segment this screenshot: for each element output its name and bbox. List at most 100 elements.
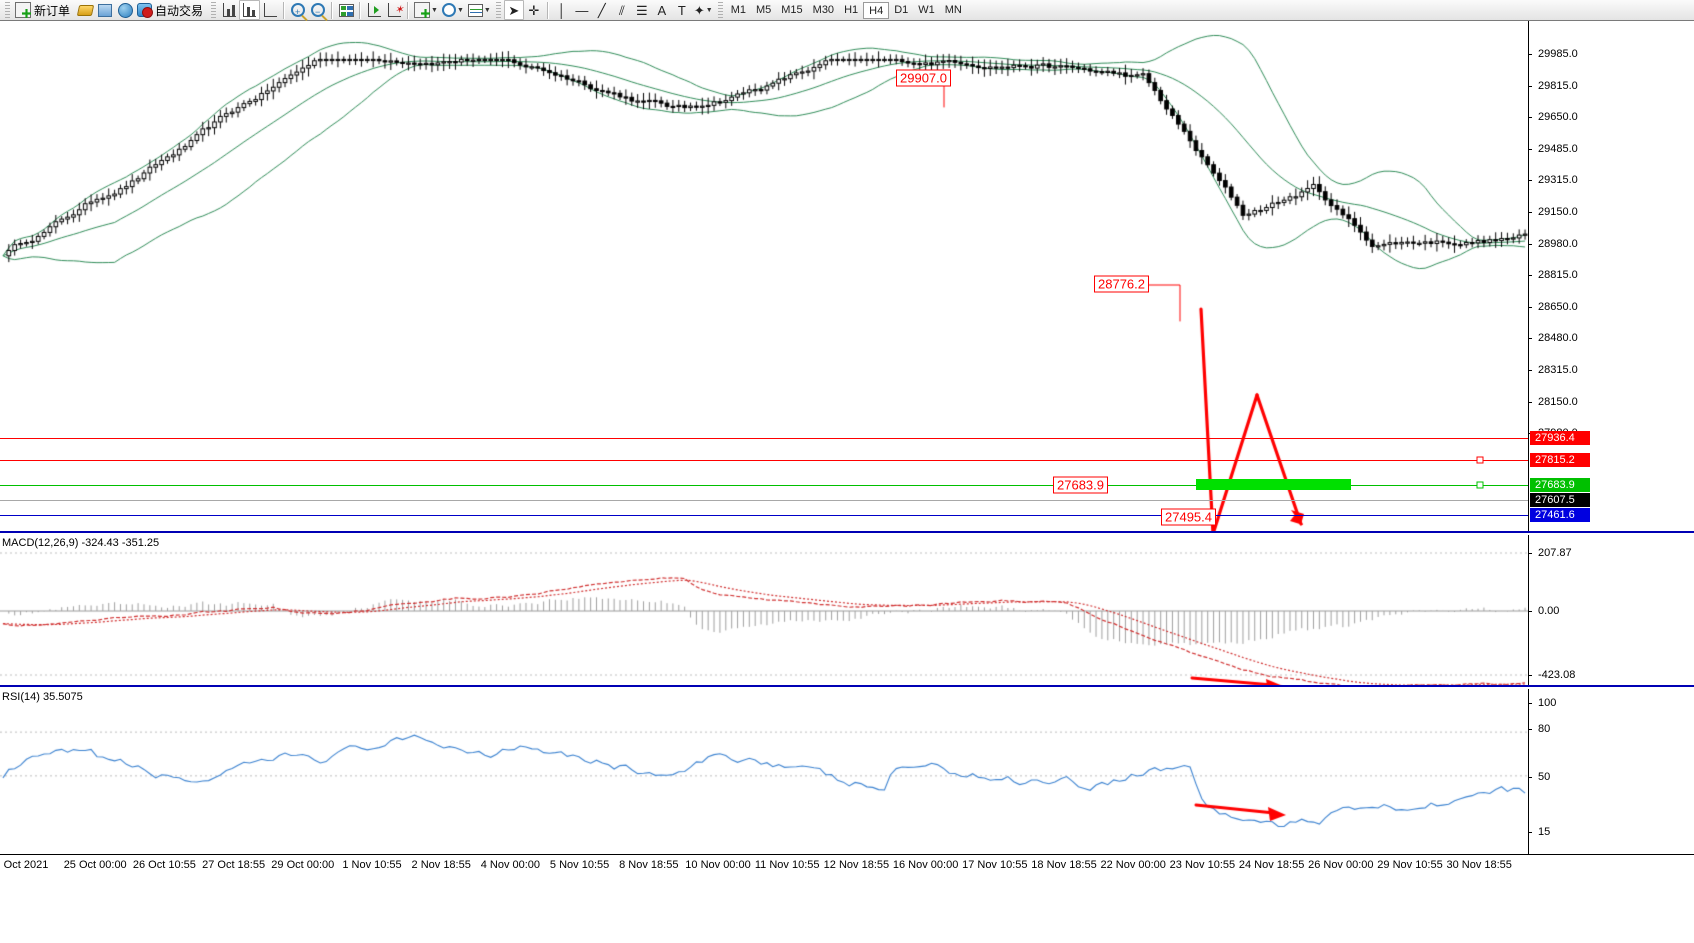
blue-level-line-1[interactable] bbox=[0, 515, 1528, 516]
chevron-down-icon-4[interactable]: ▼ bbox=[705, 6, 713, 14]
price-tick: 28150.0 bbox=[1528, 396, 1694, 408]
cursor-tool-button[interactable]: ➤ bbox=[503, 0, 524, 20]
timeframe-mn-button[interactable]: MN bbox=[944, 3, 962, 16]
chart-shift-button[interactable] bbox=[364, 0, 384, 20]
time-tick: 5 Nov 10:55 bbox=[549, 859, 610, 871]
text-tool-button[interactable]: A bbox=[652, 0, 672, 20]
price-tick: 29485.0 bbox=[1528, 143, 1694, 155]
chevron-down-icon-2[interactable]: ▼ bbox=[456, 6, 464, 14]
time-tick: 26 Oct 10:55 bbox=[132, 859, 196, 871]
candlestick-chart-button[interactable] bbox=[239, 0, 261, 20]
support-zone-highlight[interactable] bbox=[1196, 479, 1351, 490]
toolbar-grip-2[interactable] bbox=[211, 1, 217, 19]
time-tick: 18 Nov 18:55 bbox=[1031, 859, 1097, 871]
timeframe-d1-button[interactable]: D1 bbox=[894, 3, 909, 16]
horizontal-line-button[interactable]: — bbox=[572, 0, 592, 20]
zoom-out-button[interactable]: − bbox=[308, 0, 328, 20]
macd-tick: -423.08 bbox=[1528, 669, 1694, 681]
timeframe-m15-button[interactable]: M15 bbox=[781, 3, 803, 16]
price-axis[interactable]: 29985.0 29815.0 29650.0 29485.0 29315.0 29150… bbox=[1528, 21, 1694, 549]
fibonacci-button[interactable]: ☰ bbox=[632, 0, 652, 20]
time-axis[interactable]: Oct 2021 25 Oct 00:00 26 Oct 10:55 27 Oct 1… bbox=[0, 854, 1694, 875]
rsi-pane[interactable]: RSI(14) 35.5075 100 80 50 15 Oct 2021 25 Oct… bbox=[0, 689, 1694, 875]
crosshair-icon: ✛ bbox=[528, 2, 540, 18]
annotation-swing-high-1[interactable]: 29907.0 bbox=[896, 69, 951, 87]
price-badge-level[interactable]: 27461.6 bbox=[1530, 508, 1590, 522]
rsi-axis: 100 80 50 15 bbox=[1528, 689, 1694, 875]
toolbar-grip-3[interactable] bbox=[495, 1, 501, 19]
macd-label: MACD(12,26,9) -324.43 -351.25 bbox=[2, 537, 160, 549]
text-icon: A bbox=[657, 2, 667, 18]
rsi-tick: 50 bbox=[1528, 771, 1694, 783]
channel-icon: ⫽ bbox=[618, 2, 625, 18]
timeframe-h4-button[interactable]: H4 bbox=[863, 1, 890, 19]
time-tick: 26 Nov 00:00 bbox=[1308, 859, 1374, 871]
timeframe-w1-button[interactable]: W1 bbox=[918, 3, 935, 16]
timeframe-m5-button[interactable]: M5 bbox=[755, 3, 772, 16]
resistance-line-2[interactable] bbox=[0, 460, 1528, 461]
trendline-button[interactable]: ╱ bbox=[592, 0, 612, 20]
resistance-line-1[interactable] bbox=[0, 438, 1528, 439]
zoom-in-button[interactable]: + bbox=[288, 0, 308, 20]
data-window-button[interactable] bbox=[336, 0, 356, 20]
separator-1 bbox=[283, 1, 286, 19]
auto-trading-icon bbox=[137, 3, 154, 18]
price-badge-last-price[interactable]: 27607.5 bbox=[1530, 493, 1590, 507]
timeframe-m1-button[interactable]: M1 bbox=[730, 3, 746, 16]
macd-plot[interactable]: MACD(12,26,9) -324.43 -351.25 bbox=[0, 535, 1528, 685]
time-tick: 29 Oct 00:00 bbox=[271, 859, 335, 871]
auto-scroll-button[interactable]: ✶ bbox=[384, 0, 404, 20]
equidistant-channel-button[interactable]: ⫽ bbox=[612, 0, 632, 20]
crosshair-tool-button[interactable]: ✛ bbox=[524, 0, 544, 20]
price-pane[interactable]: 29907.0 28776.2 27683.9 27495.4 27360.6 … bbox=[0, 21, 1694, 549]
time-tick: 25 Oct 00:00 bbox=[63, 859, 127, 871]
fibonacci-icon: ☰ bbox=[636, 2, 648, 18]
price-plot[interactable]: 29907.0 28776.2 27683.9 27495.4 27360.6 bbox=[0, 21, 1528, 531]
vertical-line-button[interactable]: │ bbox=[552, 0, 572, 20]
support-handle[interactable] bbox=[1476, 481, 1484, 489]
toolbar-grip-4[interactable] bbox=[717, 1, 723, 19]
new-order-button[interactable]: 新订单 bbox=[13, 0, 75, 20]
annotation-support[interactable]: 27683.9 bbox=[1053, 476, 1108, 494]
macd-pane[interactable]: MACD(12,26,9) -324.43 -351.25 207.87 0.00… bbox=[0, 535, 1694, 687]
indicators-button[interactable]: ▼ bbox=[412, 0, 440, 20]
annotation-swing-high-2[interactable]: 28776.2 bbox=[1094, 275, 1149, 293]
data-window-icon bbox=[338, 3, 354, 17]
chart-container[interactable]: 29907.0 28776.2 27683.9 27495.4 27360.6 … bbox=[0, 21, 1694, 943]
chevron-down-icon[interactable]: ▼ bbox=[431, 6, 438, 14]
terminal-button[interactable] bbox=[95, 0, 115, 20]
horizontal-line-icon: — bbox=[575, 2, 589, 18]
resistance-handle-2[interactable] bbox=[1476, 456, 1484, 464]
period-button[interactable]: ▼ bbox=[440, 0, 466, 20]
new-order-label: 新订单 bbox=[34, 3, 71, 18]
price-badge-resistance[interactable]: 27936.4 bbox=[1530, 431, 1590, 445]
auto-scroll-icon: ✶ bbox=[387, 3, 404, 17]
support-line[interactable] bbox=[0, 485, 1528, 486]
zoom-out-icon: − bbox=[311, 3, 326, 17]
timeframe-m30-button[interactable]: M30 bbox=[812, 3, 835, 16]
time-tick: 12 Nov 18:55 bbox=[823, 859, 890, 871]
toolbar-grip[interactable] bbox=[5, 1, 10, 19]
time-tick: Oct 2021 bbox=[3, 859, 49, 871]
metaeditor-button[interactable] bbox=[75, 0, 95, 20]
bar-chart-icon bbox=[222, 3, 237, 17]
price-badge-support[interactable]: 27683.9 bbox=[1530, 478, 1590, 492]
arrows-button[interactable]: ✦ ▼ bbox=[692, 0, 715, 20]
separator-5 bbox=[546, 1, 549, 19]
trendline-icon: ╱ bbox=[597, 2, 606, 18]
text-label-icon: T bbox=[677, 2, 686, 18]
auto-trading-label: 自动交易 bbox=[155, 3, 204, 18]
text-label-button[interactable]: T bbox=[672, 0, 692, 20]
templates-button[interactable]: ▼ bbox=[466, 0, 493, 20]
clock-icon bbox=[441, 3, 456, 17]
annotation-level[interactable]: 27495.4 bbox=[1161, 508, 1216, 526]
navigator-button[interactable] bbox=[115, 0, 135, 20]
timeframe-h1-button[interactable]: H1 bbox=[844, 3, 859, 16]
rsi-plot[interactable]: RSI(14) 35.5075 bbox=[0, 689, 1528, 875]
price-badge-resistance[interactable]: 27815.2 bbox=[1530, 453, 1590, 467]
line-chart-button[interactable] bbox=[260, 0, 280, 20]
rsi-tick: 15 bbox=[1528, 826, 1694, 838]
auto-trading-button[interactable]: 自动交易 bbox=[135, 0, 208, 20]
chevron-down-icon-3[interactable]: ▼ bbox=[483, 6, 491, 14]
bar-chart-button[interactable] bbox=[219, 0, 239, 20]
